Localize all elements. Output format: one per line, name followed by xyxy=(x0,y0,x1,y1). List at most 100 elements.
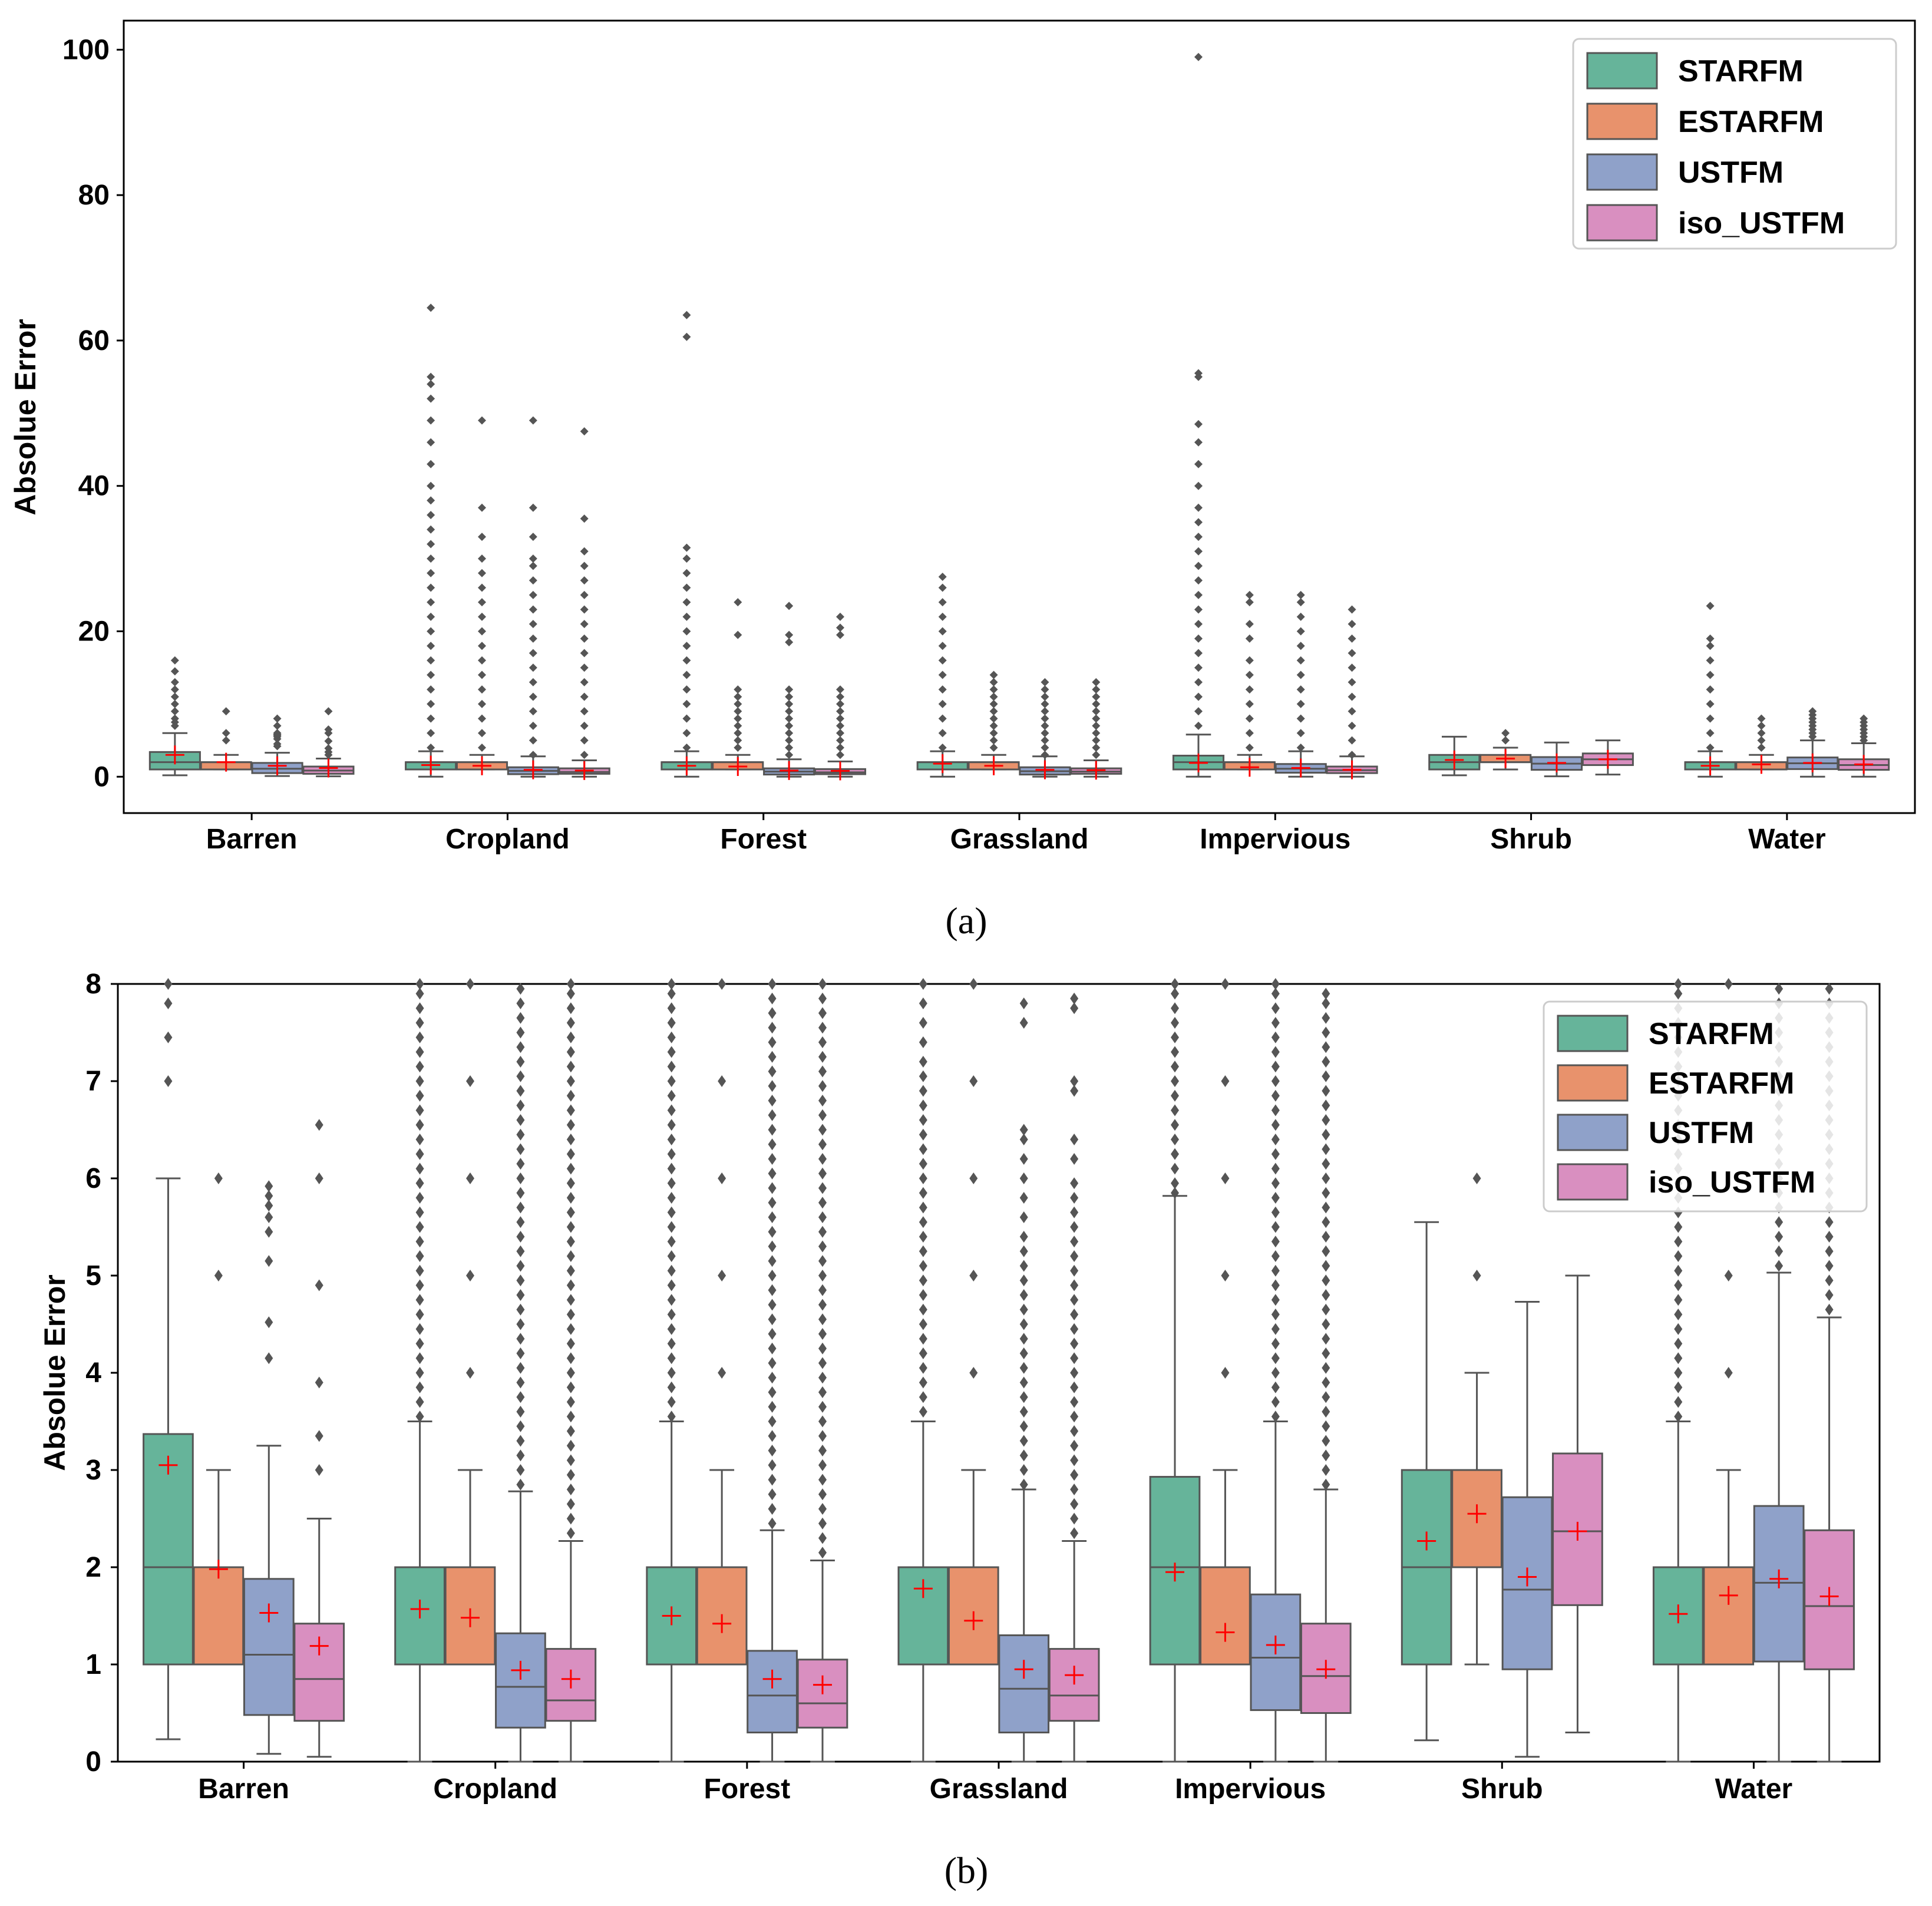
outlier-point xyxy=(529,751,537,759)
outlier-point xyxy=(427,598,435,607)
x-tick-label: Shrub xyxy=(1461,1773,1543,1805)
outlier-point xyxy=(1194,460,1203,468)
outlier-point xyxy=(1472,1172,1481,1184)
outlier-point xyxy=(768,1109,777,1121)
outlier-point xyxy=(768,992,777,1005)
outlier-point xyxy=(785,707,794,716)
outlier-point xyxy=(566,1192,575,1204)
outlier-point xyxy=(580,427,589,436)
caption-a: (a) xyxy=(945,900,987,942)
outlier-point xyxy=(768,1328,777,1340)
outlier-point xyxy=(1194,547,1203,556)
y-axis-label: Absolue Error xyxy=(9,319,42,515)
outlier-point xyxy=(718,978,726,990)
outlier-point xyxy=(427,372,435,381)
outlier-point xyxy=(478,699,486,708)
outlier-point xyxy=(427,511,435,520)
outlier-point xyxy=(1271,1061,1280,1073)
outlier-point xyxy=(1019,997,1028,1009)
outlier-point xyxy=(478,598,486,607)
outlier-point xyxy=(836,729,844,738)
outlier-point xyxy=(1019,1153,1028,1165)
outlier-point xyxy=(718,1075,726,1087)
outlier-point xyxy=(818,1197,827,1209)
outlier-point xyxy=(1171,1046,1179,1058)
outlier-point xyxy=(324,725,333,734)
y-tick-label: 3 xyxy=(85,1455,101,1486)
outlier-point xyxy=(989,692,998,701)
outlier-point xyxy=(818,1299,827,1311)
outlier-point xyxy=(768,1124,777,1136)
outlier-point xyxy=(516,1099,525,1112)
outlier-point xyxy=(1070,1236,1079,1248)
outlier-point xyxy=(938,642,947,650)
outlier-point xyxy=(566,1323,575,1335)
outlier-point xyxy=(580,751,589,759)
outlier-point xyxy=(427,729,435,738)
outlier-point xyxy=(919,1245,927,1257)
outlier-point xyxy=(818,1547,827,1559)
outlier-point xyxy=(1825,1260,1834,1272)
outlier-point xyxy=(682,656,691,665)
outlier-point xyxy=(1348,605,1356,614)
outlier-point xyxy=(1322,1231,1330,1243)
outlier-point xyxy=(1271,1279,1280,1291)
outlier-point xyxy=(427,583,435,592)
outlier-point xyxy=(1348,751,1356,759)
outlier-point xyxy=(734,598,742,607)
outlier-point xyxy=(1322,1420,1330,1432)
outlier-point xyxy=(1674,1337,1683,1350)
x-tick-label: Forest xyxy=(720,824,807,855)
outlier-point xyxy=(529,678,537,686)
outlier-point xyxy=(1775,1245,1784,1257)
outlier-point xyxy=(1194,620,1203,629)
outlier-point xyxy=(1775,1231,1784,1243)
outlier-point xyxy=(836,736,844,745)
outlier-point xyxy=(938,670,947,679)
outlier-point xyxy=(667,978,676,990)
outlier-point xyxy=(667,1221,676,1233)
outlier-point xyxy=(1271,1002,1280,1015)
outlier-point xyxy=(1092,729,1101,738)
outlier-point xyxy=(1019,1274,1028,1287)
outlier-point xyxy=(667,1134,676,1145)
box-USTFM xyxy=(998,1634,1050,1733)
outlier-point xyxy=(415,1410,424,1423)
outlier-point xyxy=(566,1469,575,1481)
outlier-point xyxy=(1825,1274,1834,1287)
outlier-point xyxy=(315,1430,323,1442)
outlier-point xyxy=(1194,721,1203,730)
outlier-point xyxy=(580,576,589,585)
outlier-point xyxy=(516,1143,525,1155)
y-tick-label: 0 xyxy=(85,1746,101,1778)
legend-swatch-ESTARFM xyxy=(1586,103,1658,140)
outlier-point xyxy=(1322,1099,1330,1112)
outlier-point xyxy=(1221,1075,1230,1087)
outlier-point xyxy=(516,1274,525,1287)
outlier-point xyxy=(682,670,691,679)
outlier-point xyxy=(768,1153,777,1165)
outlier-point xyxy=(516,1158,525,1170)
box-USTFM xyxy=(243,1578,295,1716)
outlier-point xyxy=(818,1182,827,1194)
outlier-point xyxy=(919,1289,927,1301)
outlier-point xyxy=(1348,663,1356,672)
outlier-point xyxy=(1041,685,1049,694)
outlier-point xyxy=(265,1316,273,1329)
outlier-point xyxy=(1271,1221,1280,1233)
outlier-point xyxy=(529,590,537,599)
outlier-point xyxy=(516,1231,525,1243)
outlier-point xyxy=(682,612,691,621)
outlier-point xyxy=(1296,642,1305,650)
outlier-point xyxy=(566,1512,575,1525)
outlier-point xyxy=(1775,1216,1784,1228)
outlier-point xyxy=(836,721,844,730)
outlier-point xyxy=(1271,1264,1280,1277)
outlier-point xyxy=(415,1104,424,1116)
outlier-point xyxy=(1348,721,1356,730)
outlier-point xyxy=(516,1026,525,1039)
outlier-point xyxy=(315,1279,323,1291)
outlier-point xyxy=(1271,1323,1280,1335)
y-tick-label: 80 xyxy=(78,180,110,211)
outlier-point xyxy=(667,1046,676,1058)
